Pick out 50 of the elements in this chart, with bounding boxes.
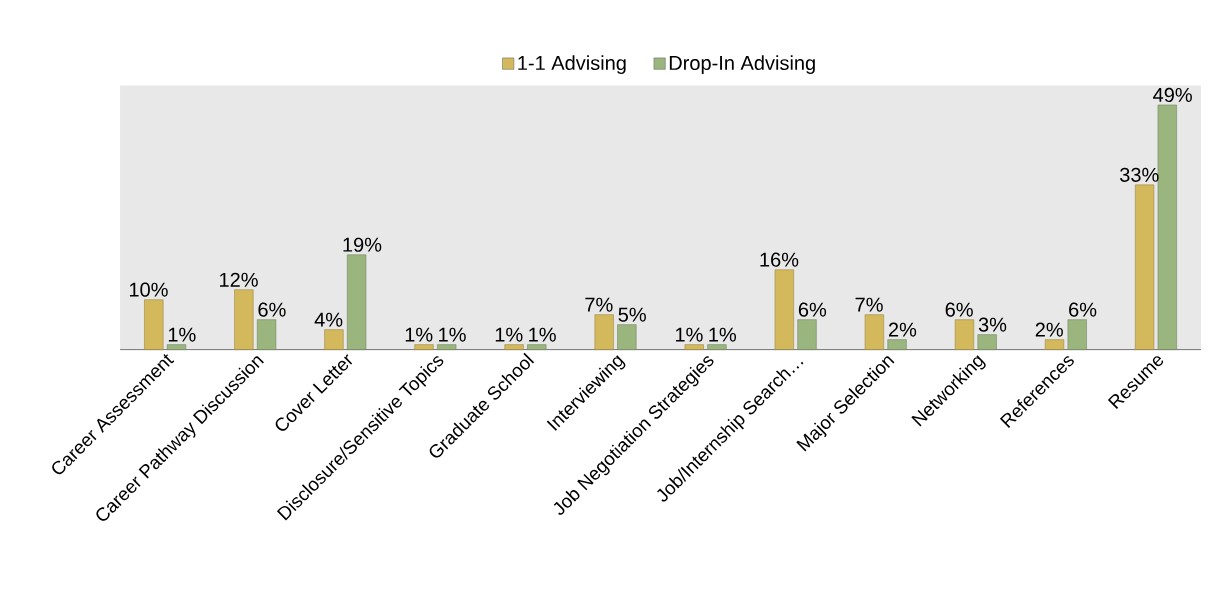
bar	[324, 329, 344, 350]
bar	[527, 344, 547, 350]
bar	[594, 314, 614, 350]
data-label: 1%	[495, 327, 523, 342]
bar	[1157, 104, 1177, 350]
data-label: 1%	[168, 327, 196, 342]
data-label: 7%	[585, 297, 613, 312]
data-label: 33%	[1120, 167, 1159, 182]
bar	[887, 339, 907, 350]
data-label: 1%	[675, 327, 703, 342]
bar	[707, 344, 727, 350]
data-label: 3%	[978, 317, 1007, 332]
data-label: 1%	[529, 327, 556, 342]
data-label: 4%	[314, 312, 343, 327]
data-label: 19%	[343, 237, 382, 252]
bar	[437, 344, 457, 350]
data-label: 49%	[1153, 87, 1192, 102]
data-label: 1%	[405, 327, 433, 342]
bar	[774, 269, 794, 350]
bar	[797, 319, 817, 350]
data-label: 6%	[258, 302, 286, 317]
bar	[684, 344, 704, 350]
bar	[256, 319, 277, 350]
bar	[1135, 184, 1155, 350]
bar	[1044, 339, 1065, 350]
legend-label: 1-1 Advising	[518, 55, 626, 74]
bar	[144, 299, 164, 350]
bar	[864, 314, 884, 350]
data-label: 5%	[618, 307, 646, 322]
bar	[617, 324, 637, 350]
legend-label: Drop-In Advising	[669, 55, 815, 74]
bar	[1067, 319, 1087, 350]
data-label: 6%	[1069, 302, 1097, 317]
data-label: 7%	[855, 297, 883, 312]
data-label: 1%	[709, 327, 737, 342]
data-label: 1%	[439, 327, 466, 342]
bar	[166, 344, 187, 350]
data-label: 2%	[1035, 322, 1063, 337]
data-label: 6%	[798, 302, 827, 317]
bar	[977, 334, 997, 350]
data-label: 2%	[888, 322, 917, 337]
bar	[234, 289, 254, 350]
data-label: 16%	[760, 252, 799, 267]
bar	[504, 344, 524, 350]
bar	[414, 344, 434, 350]
data-label: 6%	[945, 302, 973, 317]
data-label: 10%	[129, 282, 168, 297]
bar	[954, 319, 975, 350]
bar	[347, 254, 367, 350]
data-label: 12%	[220, 272, 258, 287]
